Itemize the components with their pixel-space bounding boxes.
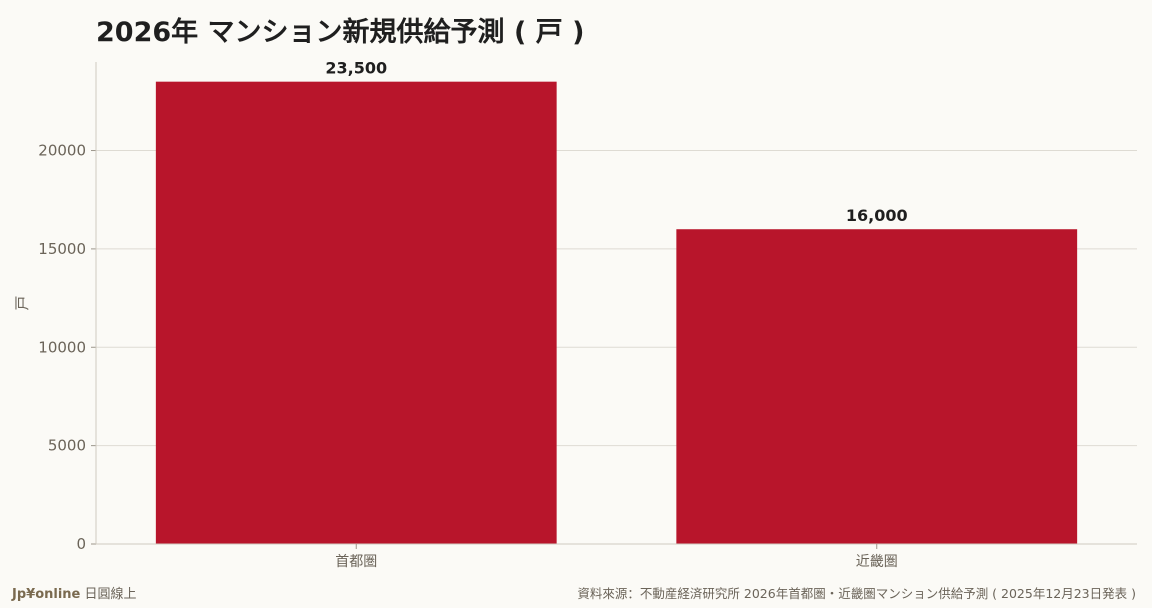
labels: 0 5000 10000 15000 20000 23,500 首都圏 16,000 近畿圏 戸 bbox=[13, 59, 908, 570]
y-tick-label: 15000 bbox=[38, 240, 86, 258]
brand-suffix: 日圓線上 bbox=[84, 587, 137, 602]
footer-source: 資料來源：不動産経済研究所 2026年首都圏・近畿圏マンション供給予測 ( 20… bbox=[577, 586, 1136, 601]
footer-brand: Jp¥online 日圓線上 bbox=[12, 583, 137, 602]
y-tick-label: 20000 bbox=[38, 142, 86, 160]
x-tick-label: 近畿圏 bbox=[856, 554, 898, 570]
y-tick-label: 5000 bbox=[48, 437, 86, 455]
bars bbox=[155, 81, 1078, 545]
bar bbox=[676, 229, 1078, 544]
y-tick-label: 10000 bbox=[38, 338, 86, 356]
bar-value-label: 23,500 bbox=[325, 59, 387, 78]
y-tick-label: 0 bbox=[76, 535, 86, 553]
axes bbox=[91, 62, 1137, 549]
chart-title: 2026年 マンション新規供給予測 ( 戸 ) bbox=[96, 17, 585, 48]
brand-name: Jp¥online bbox=[12, 587, 81, 602]
x-tick-label: 首都圏 bbox=[335, 554, 377, 570]
bar bbox=[155, 81, 557, 545]
bar-value-label: 16,000 bbox=[846, 206, 908, 225]
y-axis-label: 戸 bbox=[13, 295, 31, 310]
